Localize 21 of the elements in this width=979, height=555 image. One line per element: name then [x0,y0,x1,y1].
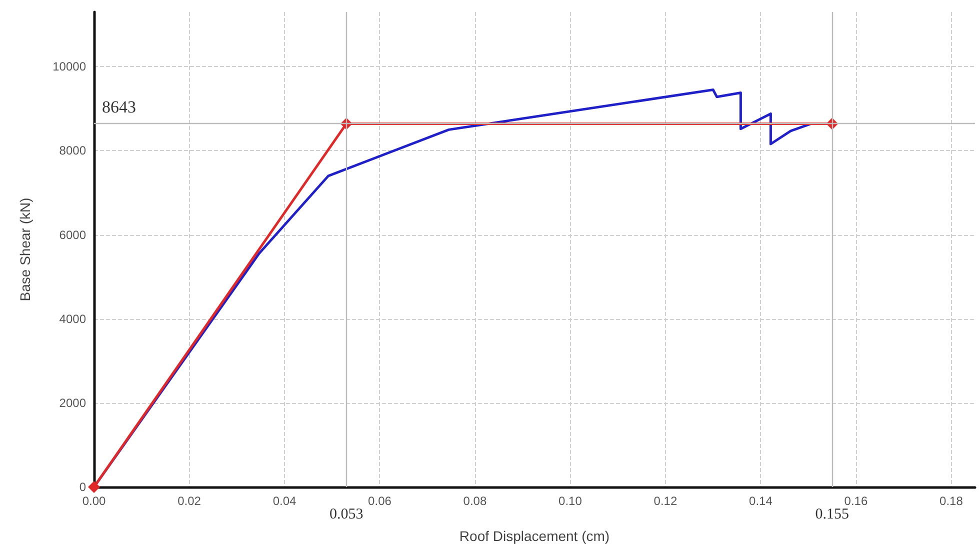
y-tick-label: 2000 [59,396,86,410]
x-tick-label: 0.02 [178,494,202,508]
y-tick-label: 6000 [59,228,86,242]
y-axis-title: Base Shear (kN) [17,198,33,302]
x-axis-title: Roof Displacement (cm) [459,528,610,544]
ref-line-label: 0.053 [330,506,364,522]
y-tick-label: 0 [79,480,86,494]
y-tick-label: 8000 [59,144,86,158]
ref-line-label: 8643 [102,98,136,117]
x-tick-label: 0.08 [463,494,487,508]
x-tick-label: 0.16 [844,494,868,508]
x-tick-label: 0.14 [749,494,773,508]
x-tick-label: 0.18 [940,494,964,508]
y-tick-label: 10000 [52,60,86,74]
x-tick-label: 0.06 [368,494,392,508]
x-tick-label: 0.12 [654,494,678,508]
ref-line-label: 0.155 [815,506,850,522]
x-tick-label: 0.00 [82,494,106,508]
y-tick-label: 4000 [59,312,86,326]
x-tick-label: 0.10 [558,494,582,508]
x-tick-label: 0.04 [272,494,296,508]
